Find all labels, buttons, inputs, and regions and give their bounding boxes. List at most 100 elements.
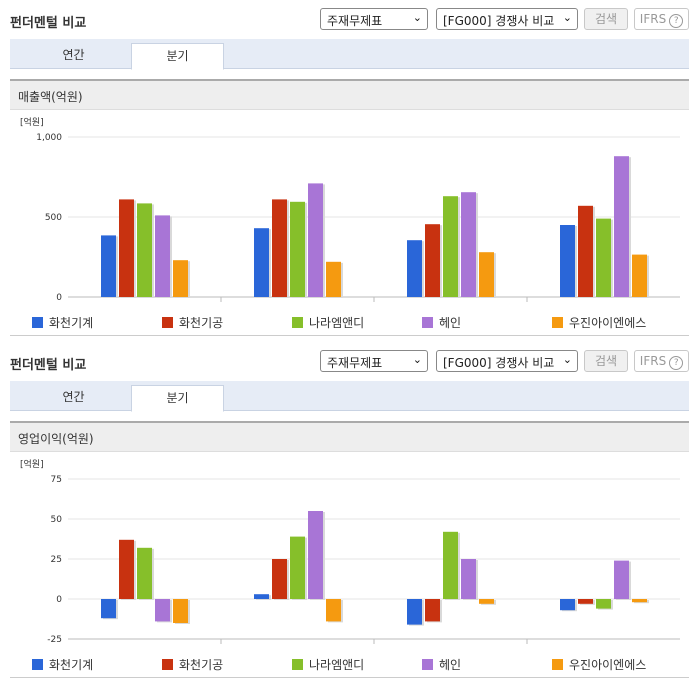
y-tick-label: 25: [51, 555, 62, 565]
operating-income-bar-chart: [억원]-2502550752023/032023/062023/092023/…: [20, 458, 680, 644]
legend-label: 나라엠앤디: [309, 658, 365, 672]
legend-swatch: [32, 317, 43, 328]
bar[interactable]: [119, 539, 134, 599]
legend-swatch: [552, 317, 563, 328]
statement-select-value: 주재무제표: [327, 14, 383, 28]
bar[interactable]: [119, 199, 134, 297]
compare-select-value: [FG000] 경쟁사 비교: [443, 14, 555, 28]
bar[interactable]: [407, 599, 422, 625]
legend-label: 화천기계: [49, 658, 94, 672]
bar[interactable]: [137, 203, 152, 297]
legend-item[interactable]: 화천기공: [162, 314, 223, 331]
period-tabs: 연간 분기: [10, 39, 689, 70]
legend-label: 우진아이엔에스: [569, 316, 647, 330]
bar[interactable]: [560, 599, 575, 611]
bar[interactable]: [407, 240, 422, 297]
bar[interactable]: [254, 228, 269, 297]
bar[interactable]: [425, 599, 440, 622]
section-title: 펀더멘털 비교: [10, 16, 87, 31]
bar[interactable]: [272, 559, 287, 599]
legend-label: 화천기공: [179, 658, 224, 672]
bar[interactable]: [173, 260, 188, 297]
legend-item[interactable]: 우진아이엔에스: [552, 656, 646, 673]
legend-swatch: [162, 317, 173, 328]
statement-select[interactable]: 주재무제표 ⌄: [320, 8, 428, 30]
y-tick-label: 0: [56, 293, 62, 302]
bar[interactable]: [578, 205, 593, 297]
legend-swatch: [292, 659, 303, 670]
bar[interactable]: [290, 536, 305, 599]
bar[interactable]: [614, 156, 629, 297]
bar[interactable]: [155, 215, 170, 297]
bar[interactable]: [425, 224, 440, 297]
legend-swatch: [32, 659, 43, 670]
ifrs-button[interactable]: IFRS?: [634, 8, 689, 30]
legend-item[interactable]: 나라엠앤디: [292, 314, 364, 331]
y-unit-label: [억원]: [20, 458, 44, 470]
legend-label: 나라엠앤디: [309, 316, 365, 330]
bar[interactable]: [461, 559, 476, 599]
statement-select[interactable]: 주재무제표 ⌄: [320, 350, 428, 372]
ifrs-button[interactable]: IFRS?: [634, 350, 689, 372]
legend-label: 헤인: [439, 658, 462, 672]
legend-swatch: [292, 317, 303, 328]
bar[interactable]: [101, 599, 116, 619]
compare-select[interactable]: [FG000] 경쟁사 비교 ⌄: [436, 350, 578, 372]
y-unit-label: [억원]: [20, 116, 44, 128]
bar[interactable]: [173, 599, 188, 623]
legend-item[interactable]: 화천기공: [162, 656, 223, 673]
bar[interactable]: [254, 594, 269, 599]
tab-quarterly[interactable]: 분기: [131, 385, 224, 412]
legend-item[interactable]: 우진아이엔에스: [552, 314, 646, 331]
ifrs-label: IFRS: [639, 354, 667, 368]
legend-item[interactable]: 헤인: [422, 314, 461, 331]
search-button[interactable]: 검색: [584, 8, 628, 30]
bar[interactable]: [578, 599, 593, 604]
chevron-down-icon: ⌄: [562, 11, 572, 24]
legend-label: 화천기계: [49, 316, 94, 330]
chart-panel-title: 영업이익(억원): [18, 432, 94, 446]
bar[interactable]: [326, 261, 341, 297]
tab-quarterly[interactable]: 분기: [131, 43, 224, 70]
bar[interactable]: [614, 560, 629, 599]
bar[interactable]: [479, 599, 494, 604]
bar[interactable]: [443, 531, 458, 599]
legend-item[interactable]: 나라엠앤디: [292, 656, 364, 673]
bar[interactable]: [461, 192, 476, 297]
search-button[interactable]: 검색: [584, 350, 628, 372]
y-tick-label: -25: [47, 635, 62, 644]
bar[interactable]: [290, 201, 305, 297]
legend-swatch: [422, 317, 433, 328]
bar[interactable]: [272, 199, 287, 297]
bar[interactable]: [137, 547, 152, 599]
bar[interactable]: [326, 599, 341, 622]
chevron-down-icon: ⌄: [562, 353, 572, 366]
bar[interactable]: [479, 252, 494, 297]
legend-item[interactable]: 화천기계: [32, 314, 93, 331]
chart-legend: 화천기계 화천기공 나라엠앤디 헤인 우진아이엔에스: [32, 314, 692, 330]
bar[interactable]: [308, 183, 323, 297]
bar[interactable]: [632, 599, 647, 603]
legend-item[interactable]: 화천기계: [32, 656, 93, 673]
tab-annual[interactable]: 연간: [62, 390, 85, 404]
divider: [10, 335, 689, 336]
legend-label: 화천기공: [179, 316, 224, 330]
bar[interactable]: [308, 511, 323, 599]
chart-panel-header: 영업이익(억원): [10, 421, 689, 452]
help-icon[interactable]: ?: [669, 14, 684, 28]
compare-select[interactable]: [FG000] 경쟁사 비교 ⌄: [436, 8, 578, 30]
help-icon[interactable]: ?: [669, 356, 684, 370]
statement-select-value: 주재무제표: [327, 356, 383, 370]
y-tick-label: 50: [51, 515, 63, 525]
legend-item[interactable]: 헤인: [422, 656, 461, 673]
bar[interactable]: [596, 599, 611, 609]
bar[interactable]: [443, 196, 458, 297]
bar[interactable]: [632, 254, 647, 297]
y-tick-label: 0: [56, 595, 62, 605]
bar[interactable]: [560, 225, 575, 297]
bar[interactable]: [155, 599, 170, 622]
bar[interactable]: [101, 235, 116, 297]
tab-annual[interactable]: 연간: [62, 48, 85, 62]
divider: [10, 677, 689, 678]
bar[interactable]: [596, 218, 611, 297]
